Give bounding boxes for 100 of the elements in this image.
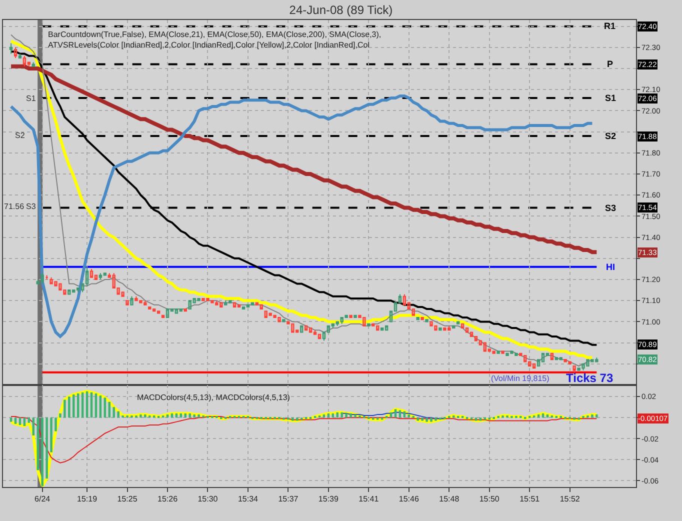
- candlestick: [224, 300, 228, 306]
- bar: [502, 415, 504, 418]
- bar: [193, 414, 196, 418]
- bar: [122, 415, 124, 418]
- candlestick: [80, 283, 84, 293]
- candlestick: [40, 272, 44, 284]
- x-tick-label: 15:51: [520, 494, 540, 504]
- bar: [23, 418, 26, 426]
- candlestick: [282, 319, 286, 322]
- candlestick: [18, 53, 22, 58]
- candlestick: [434, 325, 438, 331]
- x-tick-label: 15:50: [479, 494, 500, 504]
- candlestick: [430, 321, 433, 326]
- candlestick: [232, 302, 236, 308]
- ref-line-label: R1: [604, 21, 616, 31]
- candlestick: [112, 272, 116, 288]
- candlestick: [148, 306, 152, 310]
- candlestick: [192, 298, 196, 304]
- candlestick: [36, 279, 40, 284]
- candlestick: [577, 368, 580, 371]
- candlestick: [438, 328, 442, 331]
- candlestick: [286, 321, 290, 324]
- candlestick: [354, 314, 357, 318]
- x-tick-label: 15:48: [439, 494, 460, 504]
- bar: [64, 400, 66, 418]
- x-tick-label: 15:46: [398, 494, 420, 504]
- candlestick: [179, 308, 183, 312]
- bar: [340, 412, 343, 418]
- candlestick: [398, 294, 402, 304]
- candlestick: [98, 272, 102, 280]
- candlestick: [412, 308, 415, 316]
- x-tick-label: 15:34: [238, 494, 259, 504]
- bar: [68, 396, 70, 418]
- candlestick: [331, 323, 335, 329]
- x-tick-label: 15:19: [77, 494, 98, 504]
- candlestick: [58, 283, 62, 291]
- candlestick: [372, 323, 375, 326]
- annotation: Ticks 73: [566, 371, 614, 385]
- candlestick: [559, 357, 562, 360]
- candlestick: [519, 352, 522, 356]
- candlestick: [296, 330, 299, 333]
- candlestick: [156, 310, 160, 314]
- candlestick: [506, 352, 509, 356]
- candlestick: [14, 46, 18, 58]
- candlestick: [416, 316, 420, 320]
- bar: [430, 418, 432, 422]
- candlestick: [76, 287, 80, 293]
- bar: [586, 415, 589, 418]
- candlestick: [108, 272, 111, 278]
- bar: [144, 414, 146, 418]
- bar: [358, 415, 361, 418]
- bar: [104, 398, 106, 418]
- candlestick: [215, 300, 218, 306]
- bar: [416, 418, 419, 421]
- candlestick: [452, 325, 456, 329]
- bar: [130, 415, 133, 418]
- candlestick: [376, 325, 380, 331]
- line-series: [10, 416, 598, 464]
- candlestick: [202, 298, 205, 302]
- ref-line-label: P: [607, 59, 614, 69]
- candlestick: [130, 296, 134, 306]
- candlestick: [144, 300, 147, 306]
- candlestick: [121, 292, 124, 297]
- candlestick: [488, 348, 491, 352]
- bar: [292, 418, 294, 421]
- candlestick: [344, 314, 348, 318]
- bar: [14, 418, 17, 424]
- candlestick: [308, 328, 312, 333]
- candlestick: [72, 290, 76, 293]
- x-tick-label: 15:39: [318, 494, 339, 504]
- candlestick: [260, 304, 263, 310]
- x-tick-label: 15:37: [278, 494, 299, 504]
- bar: [140, 414, 142, 418]
- candlestick: [524, 354, 527, 362]
- candlestick: [206, 298, 210, 302]
- candlestick: [50, 276, 53, 284]
- candlestick: [103, 272, 107, 276]
- candlestick: [456, 321, 460, 324]
- candlestick: [278, 316, 281, 322]
- candlestick: [554, 357, 558, 360]
- candlestick: [139, 300, 142, 304]
- candlestick: [174, 308, 178, 314]
- bar: [54, 418, 57, 432]
- bar: [32, 418, 35, 436]
- candlestick: [9, 42, 13, 54]
- candlestick: [264, 310, 268, 318]
- annotation: S2: [15, 131, 26, 140]
- candlestick: [586, 359, 590, 367]
- candlestick: [465, 328, 469, 333]
- annotation: MACDColors(4,5,13), MACDColors(4,5,13): [137, 393, 290, 402]
- candlestick: [197, 298, 200, 302]
- candlestick: [532, 363, 536, 369]
- annotation: S3: [26, 202, 36, 211]
- bar: [398, 410, 402, 418]
- x-tick-label: 15:30: [198, 494, 218, 504]
- candlestick: [501, 350, 504, 354]
- candlestick: [492, 350, 496, 354]
- candlestick: [514, 352, 518, 356]
- candlestick: [228, 300, 232, 304]
- candlestick: [367, 323, 370, 326]
